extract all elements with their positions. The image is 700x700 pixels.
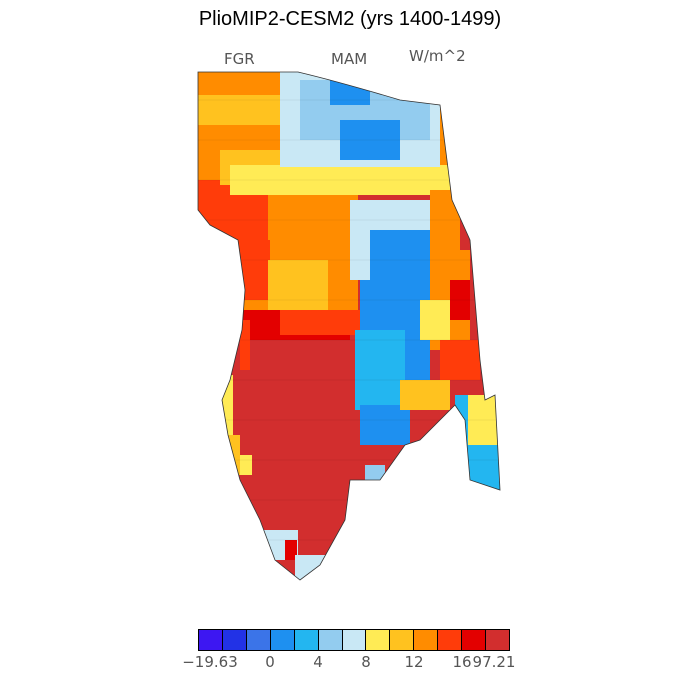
colorbar-swatch — [366, 630, 391, 650]
colorbar-swatch — [270, 630, 295, 650]
season-label: MAM — [331, 50, 368, 68]
colorbar-tick-label: 12 — [404, 653, 424, 671]
region-fill — [230, 165, 450, 195]
region-fill — [450, 280, 470, 320]
region-fill — [295, 555, 325, 580]
coastline-outline — [197, 71, 501, 581]
colorbar-tick-label: 4 — [313, 653, 323, 671]
colorbar-swatch — [222, 630, 247, 650]
colorbar-tick-label: −19.63 — [182, 653, 238, 671]
colorbar-swatch — [486, 630, 509, 650]
region-fill — [230, 240, 270, 300]
map-title: PlioMIP2-CESM2 (yrs 1400-1499) — [198, 8, 502, 30]
colorbar-tick-label: 16 — [452, 653, 472, 671]
colorbar-swatch — [246, 630, 271, 650]
region-fill — [218, 375, 233, 435]
region-fill — [360, 405, 410, 445]
region-fill — [240, 455, 252, 475]
colorbar-tick-label: 0 — [265, 653, 275, 671]
region-fill — [268, 260, 328, 310]
region-fill — [365, 465, 385, 485]
colorbar-tick-label: 97.21 — [472, 653, 516, 671]
variable-label: FGR — [224, 50, 255, 68]
region-fill — [285, 540, 297, 560]
region-fill — [355, 330, 405, 410]
colorbar-swatch — [462, 630, 487, 650]
colorbar-swatch — [342, 630, 367, 650]
colorbar-swatch — [318, 630, 343, 650]
colorbar-tick-label: 8 — [361, 653, 371, 671]
region-fill — [330, 80, 370, 105]
region-fill — [400, 380, 450, 410]
region-fill — [420, 300, 450, 340]
units-label: W/m^2 — [409, 47, 466, 65]
colorbar-swatch — [414, 630, 439, 650]
region-fill — [280, 310, 360, 335]
region-fill — [468, 395, 498, 445]
colorbar-swatch — [390, 630, 415, 650]
region-fill — [440, 340, 480, 380]
colorbar — [198, 629, 510, 651]
colorbar-tick-labels: −19.63 0 4 8 12 16 97.21 — [0, 653, 700, 675]
region-fill — [240, 320, 250, 370]
colorbar-swatch — [438, 630, 463, 650]
colorbar-swatch — [199, 630, 223, 650]
region-fill — [340, 120, 400, 160]
colorbar-swatch — [294, 630, 319, 650]
